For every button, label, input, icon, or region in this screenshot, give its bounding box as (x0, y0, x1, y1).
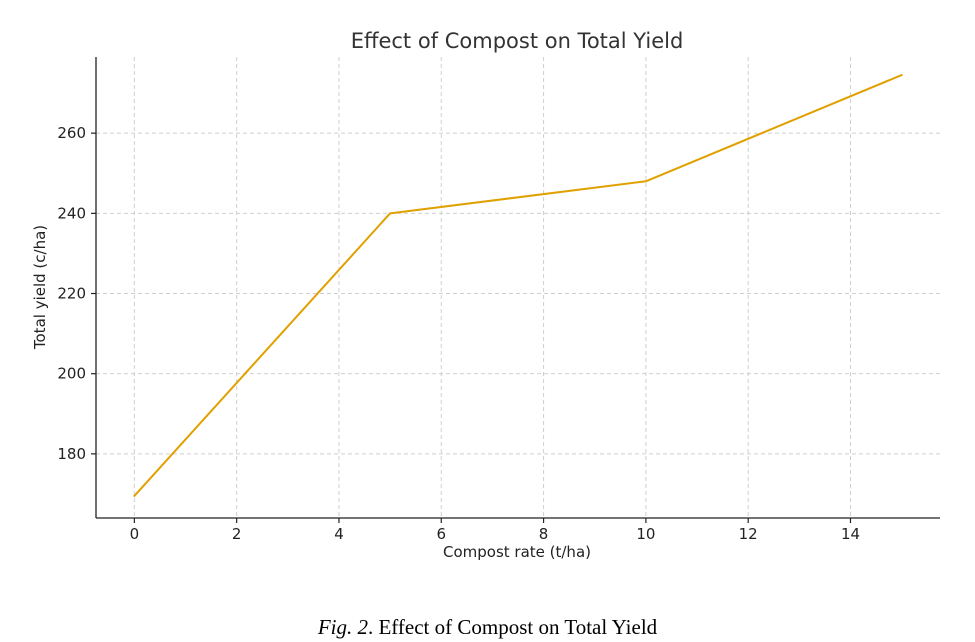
y-axis-label: Total yield (c/ha) (31, 225, 49, 350)
x-tick-label: 8 (539, 525, 549, 543)
x-tick-label: 2 (232, 525, 242, 543)
x-tick-label: 14 (841, 525, 860, 543)
figure-caption-label: Fig. 2 (317, 615, 368, 639)
x-tick-label: 12 (739, 525, 758, 543)
y-tick-label: 180 (57, 445, 86, 463)
x-tick-label: 0 (130, 525, 140, 543)
figure-caption: Fig. 2. Effect of Compost on Total Yield (0, 615, 975, 640)
x-tick-label: 6 (436, 525, 446, 543)
y-tick-label: 220 (57, 285, 86, 303)
series-line (133, 74, 903, 497)
y-tick-label: 200 (57, 365, 86, 383)
figure-caption-text: Effect of Compost on Total Yield (373, 615, 658, 639)
grid (96, 57, 940, 518)
x-tick-label: 4 (334, 525, 344, 543)
x-tick-label: 10 (636, 525, 655, 543)
axes (95, 57, 940, 519)
y-tick-label: 240 (57, 204, 86, 222)
series (133, 74, 903, 497)
ticks: 0 2 4 6 8 10 12 14 180 200 220 240 260 (57, 124, 860, 543)
y-tick-label: 260 (57, 124, 86, 142)
figure-caption-separator: . (367, 615, 374, 639)
x-axis-label: Compost rate (t/ha) (443, 543, 591, 561)
chart-title: Effect of Compost on Total Yield (351, 29, 684, 53)
